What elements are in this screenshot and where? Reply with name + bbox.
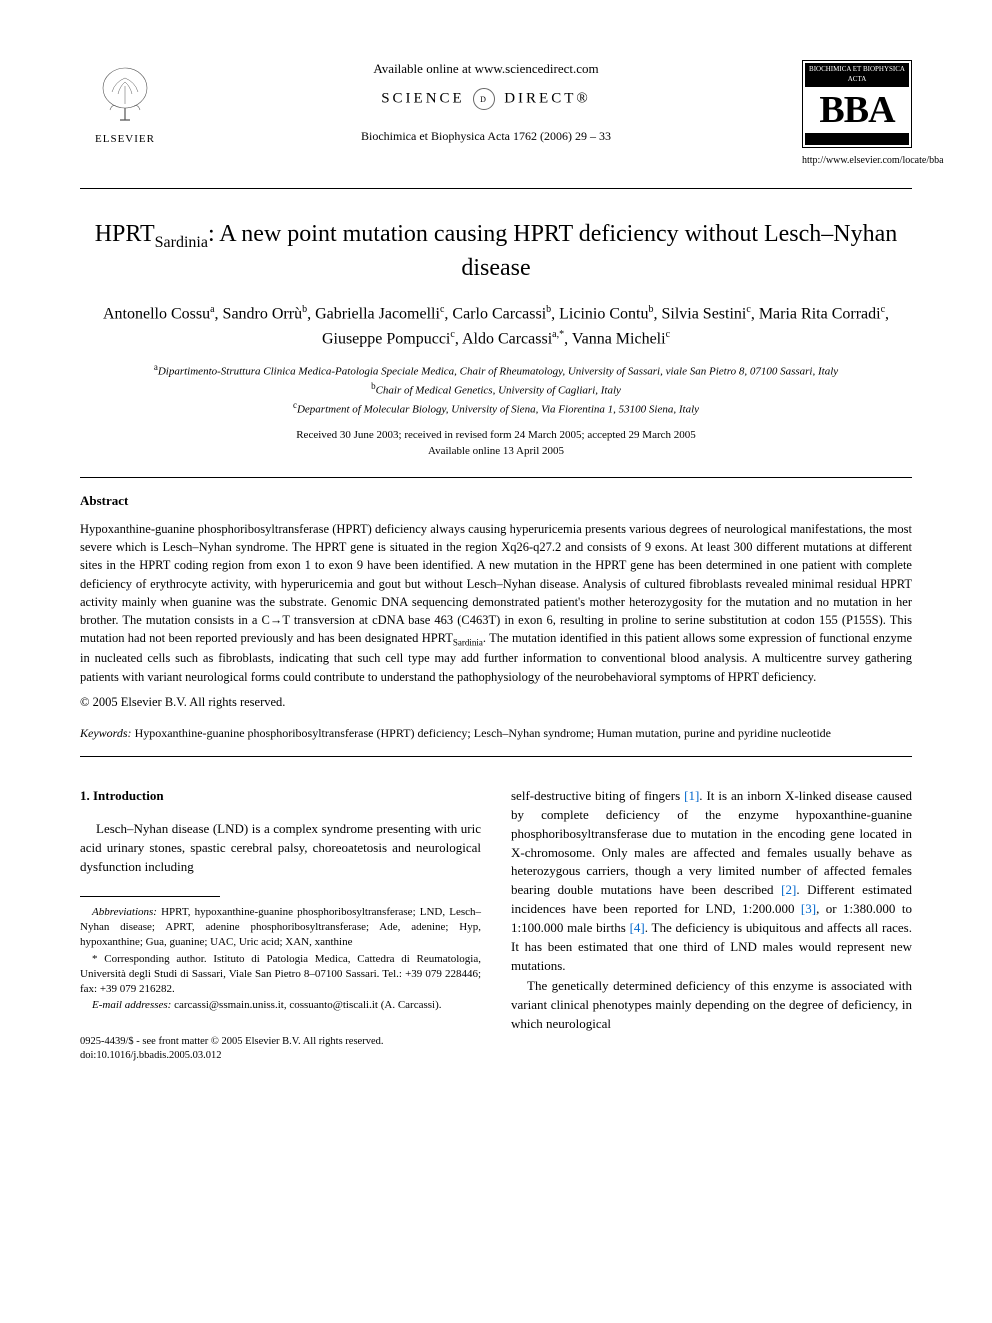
bba-logo-box: BIOCHIMICA ET BIOPHYSICA ACTA BBA xyxy=(802,60,912,148)
issn-line: 0925-4439/$ - see front matter © 2005 El… xyxy=(80,1035,481,1049)
abstract-copyright: © 2005 Elsevier B.V. All rights reserved… xyxy=(80,694,912,712)
affiliations: aDipartimento-Struttura Clinica Medica-P… xyxy=(80,361,912,418)
header-center: Available online at www.sciencedirect.co… xyxy=(170,60,802,145)
bba-letters: BBA xyxy=(805,87,909,133)
abstract-bottom-rule xyxy=(80,756,912,757)
abstract-text: Hypoxanthine-guanine phosphoribosyltrans… xyxy=(80,520,912,686)
abstract-heading: Abstract xyxy=(80,492,912,510)
left-column: 1. Introduction Lesch–Nyhan disease (LND… xyxy=(80,787,481,1063)
sciencedirect-logo: SCIENCE d DIRECT® xyxy=(190,88,782,110)
intro-p1: Lesch–Nyhan disease (LND) is a complex s… xyxy=(80,820,481,877)
affiliation-b: bChair of Medical Genetics, University o… xyxy=(80,380,912,399)
bba-bar xyxy=(805,133,909,145)
journal-reference: Biochimica et Biophysica Acta 1762 (2006… xyxy=(190,128,782,145)
sd-left: SCIENCE xyxy=(381,91,465,107)
article-title: HPRTSardinia: A new point mutation causi… xyxy=(80,219,912,285)
article-dates: Received 30 June 2003; received in revis… xyxy=(80,428,912,459)
elsevier-label: ELSEVIER xyxy=(95,132,155,147)
doi-line: doi:10.1016/j.bbadis.2005.03.012 xyxy=(80,1049,481,1063)
affiliation-c: cDepartment of Molecular Biology, Univer… xyxy=(80,399,912,418)
keywords-label: Keywords: xyxy=(80,726,132,740)
intro-p3: The genetically determined deficiency of… xyxy=(511,977,912,1034)
elsevier-tree-icon xyxy=(90,60,160,130)
footnotes: Abbreviations: HPRT, hypoxanthine-guanin… xyxy=(80,905,481,1013)
authors-list: Antonello Cossua, Sandro Orrùb, Gabriell… xyxy=(80,302,912,351)
footnote-rule xyxy=(80,896,220,897)
abbreviations-footnote: Abbreviations: HPRT, hypoxanthine-guanin… xyxy=(80,905,481,950)
available-online-text: Available online at www.sciencedirect.co… xyxy=(190,60,782,78)
corresponding-author-footnote: * Corresponding author. Istituto di Pato… xyxy=(80,952,481,997)
bba-url: http://www.elsevier.com/locate/bba xyxy=(802,154,912,168)
elsevier-logo: ELSEVIER xyxy=(80,60,170,147)
intro-heading: 1. Introduction xyxy=(80,787,481,806)
email-footnote: E-mail addresses: carcassi@ssmain.uniss.… xyxy=(80,998,481,1013)
sd-right: DIRECT® xyxy=(504,91,591,107)
right-column: self-destructive biting of fingers [1]. … xyxy=(511,787,912,1063)
bottom-meta: 0925-4439/$ - see front matter © 2005 El… xyxy=(80,1035,481,1062)
body-columns: 1. Introduction Lesch–Nyhan disease (LND… xyxy=(80,787,912,1063)
available-date: Available online 13 April 2005 xyxy=(80,444,912,459)
header-row: ELSEVIER Available online at www.science… xyxy=(80,60,912,168)
sd-at-icon: d xyxy=(473,88,495,110)
intro-p2: self-destructive biting of fingers [1]. … xyxy=(511,787,912,975)
keywords-text: Hypoxanthine-guanine phosphoribosyltrans… xyxy=(135,726,831,740)
received-date: Received 30 June 2003; received in revis… xyxy=(80,428,912,443)
keywords: Keywords: Hypoxanthine-guanine phosphori… xyxy=(80,725,912,742)
abstract-top-rule xyxy=(80,477,912,478)
bba-logo: BIOCHIMICA ET BIOPHYSICA ACTA BBA http:/… xyxy=(802,60,912,168)
affiliation-a: aDipartimento-Struttura Clinica Medica-P… xyxy=(80,361,912,380)
header-rule xyxy=(80,188,912,189)
bba-top-text: BIOCHIMICA ET BIOPHYSICA ACTA xyxy=(805,63,909,87)
